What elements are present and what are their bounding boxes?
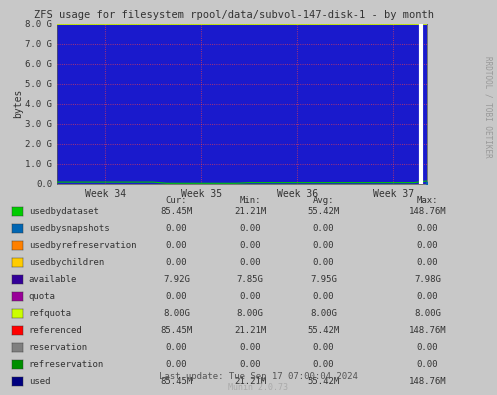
Text: 0.00: 0.00 [239,241,261,250]
Text: 0.00: 0.00 [313,224,334,233]
Text: used: used [29,377,50,386]
Text: quota: quota [29,292,56,301]
Text: Last update: Tue Sep 17 07:00:04 2024: Last update: Tue Sep 17 07:00:04 2024 [159,372,358,380]
Text: 0.00: 0.00 [313,258,334,267]
Text: available: available [29,275,77,284]
Text: 0.00: 0.00 [416,292,438,301]
Text: 148.76M: 148.76M [409,326,446,335]
Text: 85.45M: 85.45M [161,207,192,216]
Text: 7.98G: 7.98G [414,275,441,284]
Text: Max:: Max: [416,196,438,205]
Text: 8.00G: 8.00G [237,309,263,318]
Text: reservation: reservation [29,343,88,352]
Text: 0.00: 0.00 [313,360,334,369]
Text: 148.76M: 148.76M [409,207,446,216]
Text: 7.85G: 7.85G [237,275,263,284]
Text: 0.00: 0.00 [416,258,438,267]
Text: Munin 2.0.73: Munin 2.0.73 [229,384,288,392]
Text: 55.42M: 55.42M [308,207,339,216]
Text: RRDTOOL / TOBI OETIKER: RRDTOOL / TOBI OETIKER [484,56,493,158]
Text: 8.00G: 8.00G [310,309,337,318]
Text: 0.00: 0.00 [166,258,187,267]
Text: 0.00: 0.00 [166,241,187,250]
Text: ZFS usage for filesystem rpool/data/subvol-147-disk-1 - by month: ZFS usage for filesystem rpool/data/subv… [34,10,433,20]
Text: 7.95G: 7.95G [310,275,337,284]
Text: 0.00: 0.00 [416,360,438,369]
Y-axis label: bytes: bytes [12,89,23,118]
Text: Cur:: Cur: [166,196,187,205]
Text: usedbysnapshots: usedbysnapshots [29,224,109,233]
Text: 0.00: 0.00 [166,292,187,301]
Text: 8.00G: 8.00G [414,309,441,318]
Text: refquota: refquota [29,309,72,318]
Text: usedbychildren: usedbychildren [29,258,104,267]
Text: 85.45M: 85.45M [161,326,192,335]
Text: 55.42M: 55.42M [308,377,339,386]
Text: 0.00: 0.00 [416,343,438,352]
Text: refreservation: refreservation [29,360,104,369]
Text: 0.00: 0.00 [313,292,334,301]
Text: 0.00: 0.00 [313,241,334,250]
Text: 21.21M: 21.21M [234,326,266,335]
Text: 0.00: 0.00 [166,343,187,352]
Text: referenced: referenced [29,326,83,335]
Text: 0.00: 0.00 [313,343,334,352]
Text: 21.21M: 21.21M [234,207,266,216]
Text: 7.92G: 7.92G [163,275,190,284]
Text: Min:: Min: [239,196,261,205]
Text: 0.00: 0.00 [239,224,261,233]
Text: 8.00G: 8.00G [163,309,190,318]
Text: 0.00: 0.00 [239,292,261,301]
Text: 0.00: 0.00 [416,241,438,250]
Text: usedbyrefreservation: usedbyrefreservation [29,241,136,250]
Text: 0.00: 0.00 [166,360,187,369]
Text: 0.00: 0.00 [239,258,261,267]
Text: 0.00: 0.00 [239,343,261,352]
Text: 0.00: 0.00 [166,224,187,233]
Text: usedbydataset: usedbydataset [29,207,99,216]
Text: 148.76M: 148.76M [409,377,446,386]
Text: 0.00: 0.00 [416,224,438,233]
Text: Avg:: Avg: [313,196,334,205]
Text: 0.00: 0.00 [239,360,261,369]
Text: 85.45M: 85.45M [161,377,192,386]
Text: 55.42M: 55.42M [308,326,339,335]
Text: 21.21M: 21.21M [234,377,266,386]
